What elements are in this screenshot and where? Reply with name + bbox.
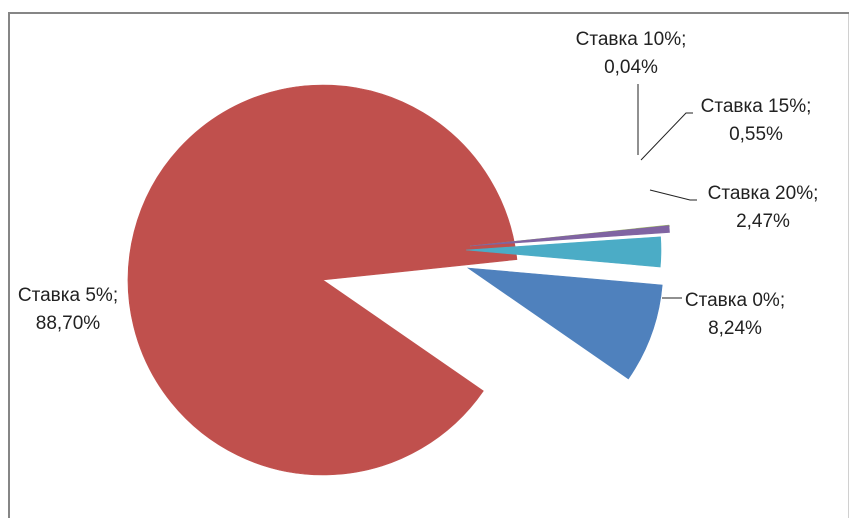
slice-label-value-0: 8,24% <box>708 318 762 339</box>
leader-line-4 <box>649 189 697 201</box>
slice-label-name-2: Ставка 10%; <box>576 29 687 50</box>
slice-label-name-4: Ставка 20%; <box>708 183 819 204</box>
pie-slice-0 <box>466 267 663 380</box>
chart-frame-right-border <box>848 14 849 518</box>
pie-slices <box>127 84 671 476</box>
pie-slice-1 <box>127 84 518 476</box>
slice-labels: Ставка 0%; 8,24% Ставка 5%; 88,70% Ставка 10… <box>18 29 818 339</box>
slice-label-name-3: Ставка 15%; <box>701 96 812 117</box>
leader-lines <box>637 84 697 299</box>
pie-slice-3 <box>469 225 670 247</box>
slice-label-name-0: Ставка 0%; <box>685 290 785 311</box>
slice-label-value-3: 0,55% <box>729 124 783 145</box>
slice-label-value-1: 88,70% <box>36 313 101 334</box>
leader-line-3 <box>640 112 693 161</box>
slice-label-name-1: Ставка 5%; <box>18 285 118 306</box>
slice-label-value-2: 0,04% <box>604 57 658 78</box>
pie-slice-4 <box>465 236 662 268</box>
slice-label-value-4: 2,47% <box>736 211 790 232</box>
